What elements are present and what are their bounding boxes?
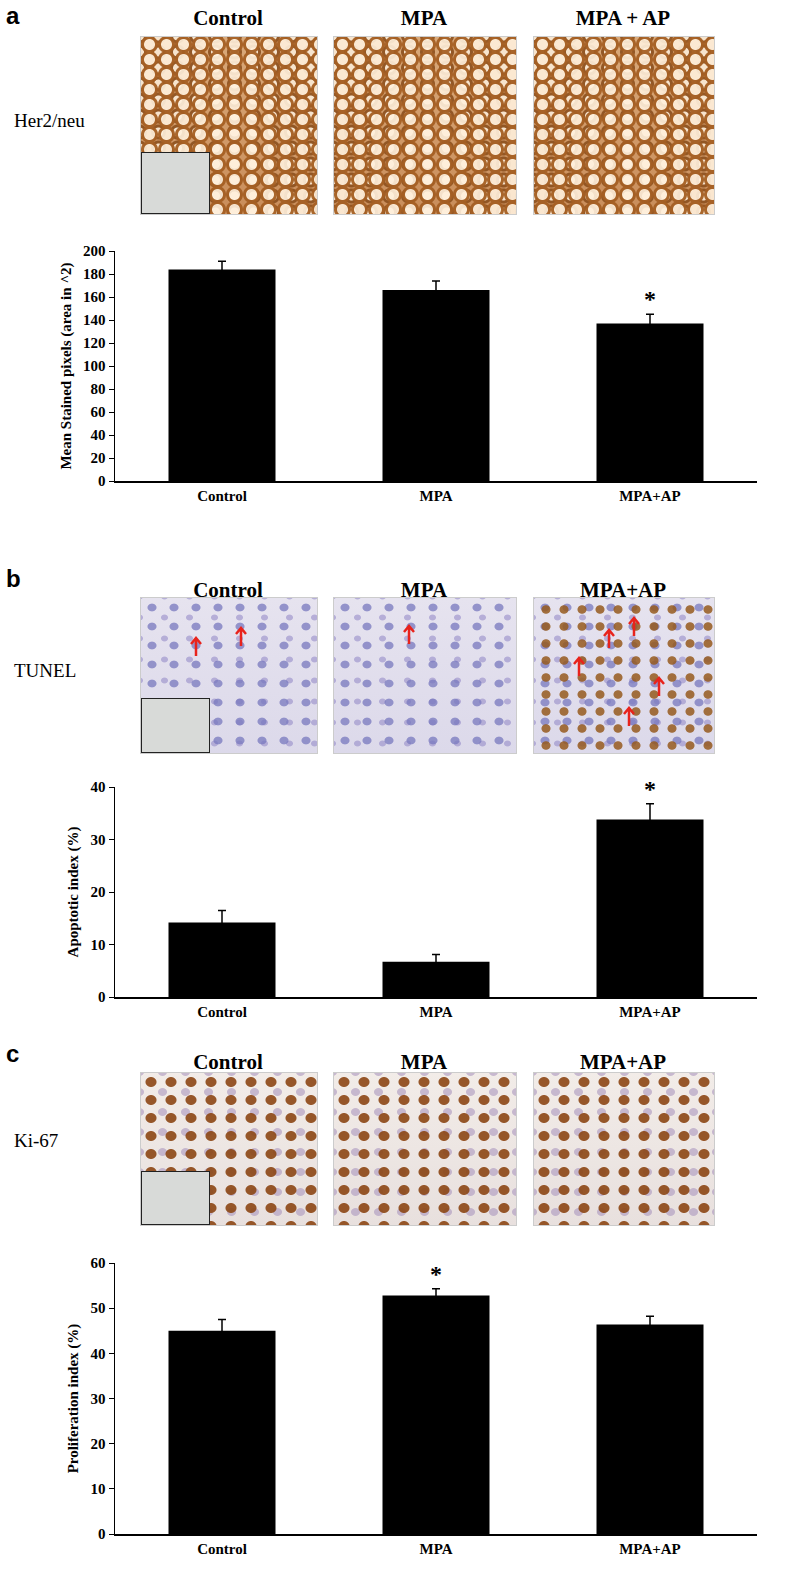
html-text:a: a xyxy=(6,2,20,29)
svg-text:MPA+AP: MPA+AP xyxy=(619,1004,681,1020)
svg-text:0: 0 xyxy=(98,1526,106,1542)
svg-text:MPA: MPA xyxy=(419,488,452,504)
html-text:MPA+AP: MPA+AP xyxy=(579,1050,667,1074)
html-text:b: b xyxy=(6,565,21,592)
svg-text:60: 60 xyxy=(91,1255,106,1271)
html-text:Her2/neu: Her2/neu xyxy=(14,110,85,131)
svg-text:Proliferation index (%): Proliferation index (%) xyxy=(65,1324,82,1474)
svg-text:180: 180 xyxy=(83,266,106,282)
svg-text:*: * xyxy=(644,776,656,802)
svg-text:40: 40 xyxy=(91,779,106,795)
svg-text:140: 140 xyxy=(83,312,106,328)
svg-text:30: 30 xyxy=(91,832,106,848)
html-text:MPA: MPA xyxy=(400,578,448,602)
svg-text:*: * xyxy=(430,1261,442,1287)
svg-text:100: 100 xyxy=(83,358,106,374)
svg-text:80: 80 xyxy=(91,381,106,397)
svg-text:Control: Control xyxy=(197,1004,247,1020)
html-text:Control: Control xyxy=(193,1050,263,1074)
svg-text:10: 10 xyxy=(91,937,106,953)
svg-text:20: 20 xyxy=(91,450,106,466)
svg-text:40: 40 xyxy=(91,1346,106,1362)
svg-text:Control: Control xyxy=(197,488,247,504)
html-text:MPA: MPA xyxy=(400,6,448,30)
html-text:TUNEL: TUNEL xyxy=(14,660,77,681)
svg-text:160: 160 xyxy=(83,289,106,305)
html-text:c: c xyxy=(6,1040,20,1067)
svg-text:120: 120 xyxy=(83,335,106,351)
svg-text:*: * xyxy=(644,286,656,312)
svg-text:40: 40 xyxy=(91,427,106,443)
svg-text:0: 0 xyxy=(98,989,106,1005)
svg-text:MPA: MPA xyxy=(419,1541,452,1557)
html-text:MPA: MPA xyxy=(400,1050,448,1074)
svg-text:MPA+AP: MPA+AP xyxy=(619,1541,681,1557)
html-text:Control: Control xyxy=(193,578,263,602)
svg-text:Apoptotic index (%): Apoptotic index (%) xyxy=(65,827,82,958)
html-text:Ki-67: Ki-67 xyxy=(14,1130,59,1151)
svg-text:30: 30 xyxy=(91,1391,106,1407)
svg-text:60: 60 xyxy=(91,404,106,420)
html-text:Control: Control xyxy=(193,6,263,30)
svg-text:MPA: MPA xyxy=(419,1004,452,1020)
svg-text:10: 10 xyxy=(91,1481,106,1497)
html-text:MPA+AP: MPA+AP xyxy=(579,578,667,602)
svg-text:50: 50 xyxy=(91,1300,106,1316)
svg-text:Control: Control xyxy=(197,1541,247,1557)
svg-text:20: 20 xyxy=(91,884,106,900)
svg-text:Mean Stained pixels (area in ^: Mean Stained pixels (area in ^2) xyxy=(58,262,75,469)
svg-text:200: 200 xyxy=(83,243,106,259)
svg-text:MPA+AP: MPA+AP xyxy=(619,488,681,504)
html-text:MPA + AP: MPA + AP xyxy=(575,6,671,30)
svg-text:0: 0 xyxy=(98,473,106,489)
svg-text:20: 20 xyxy=(91,1436,106,1452)
